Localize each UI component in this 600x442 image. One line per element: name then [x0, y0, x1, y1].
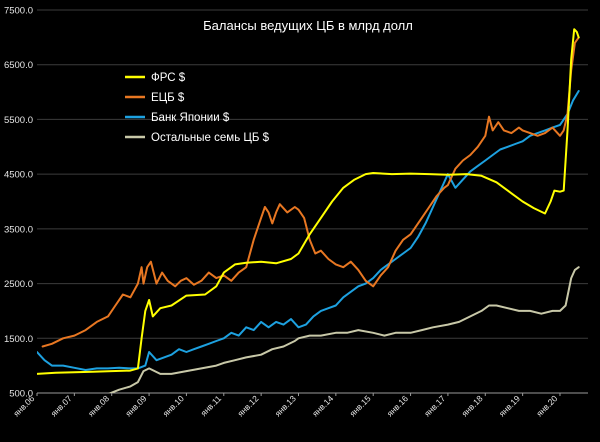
series-line-3 [108, 266, 580, 393]
y-tick-label: 4500.0 [4, 170, 33, 181]
grid [37, 9, 588, 394]
legend-label: ЕЦБ $ [151, 92, 185, 104]
legend-label: Остальные семь ЦБ $ [151, 132, 270, 144]
series-line-2 [37, 90, 580, 371]
series-line-1 [41, 36, 580, 348]
y-tick-label: 1500.0 [4, 334, 33, 345]
y-tick-label: 6500.0 [4, 60, 33, 71]
y-tick-label: 2500.0 [4, 279, 33, 290]
series-line-0 [37, 28, 580, 375]
legend: ФРС $ ЕЦБ $ Банк Японии $ Остальные семь ЦБ… [125, 72, 270, 144]
y-tick-label: 7500.0 [4, 6, 33, 17]
legend-label: ФРС $ [151, 72, 186, 84]
series-lines [37, 28, 580, 393]
y-tick-label: 5500.0 [4, 115, 33, 126]
chart-title: Балансы ведущих ЦБ в млрд долл [203, 18, 413, 33]
y-tick-label: 500.0 [9, 389, 33, 400]
legend-label: Банк Японии $ [151, 112, 230, 124]
y-tick-label: 3500.0 [4, 224, 33, 235]
